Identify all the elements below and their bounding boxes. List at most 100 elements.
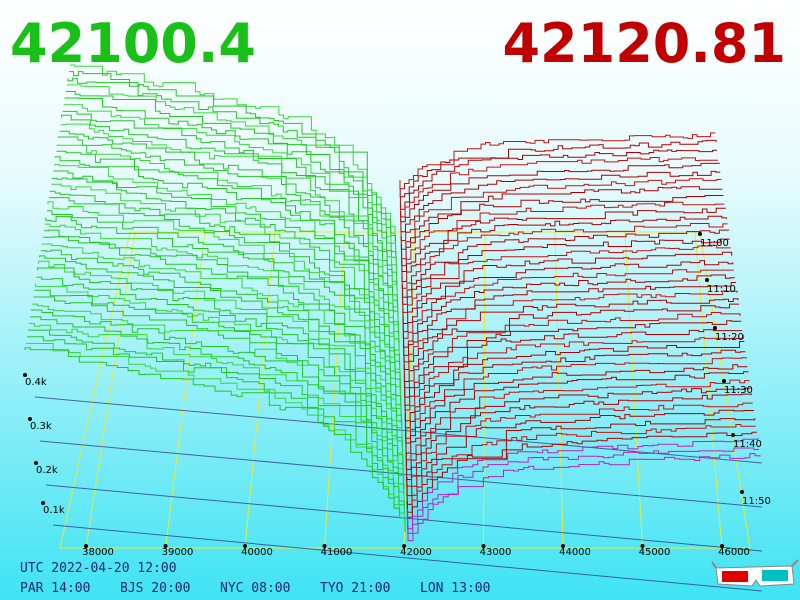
floor-grid-line xyxy=(324,231,346,549)
time-tick xyxy=(698,232,702,236)
ask-curve xyxy=(406,424,756,513)
ask-curve xyxy=(405,371,749,454)
time-label: 11:00 xyxy=(700,238,729,249)
bid-curve xyxy=(51,183,400,357)
ask-curve xyxy=(400,170,721,233)
clock-label: NYC 08:00 xyxy=(220,581,290,596)
time-tick xyxy=(713,326,717,330)
world-clocks: PAR 14:00 BJS 20:00 NYC 08:00 TYO 21:00 LON … xyxy=(20,581,490,596)
bid-curves xyxy=(24,64,406,532)
ask-curve xyxy=(404,312,741,389)
ask-curve xyxy=(402,238,730,305)
price-tick xyxy=(243,544,247,548)
bid-curve xyxy=(65,91,397,261)
ask-curve xyxy=(404,341,745,422)
ask-curve xyxy=(402,244,731,313)
ask-curve xyxy=(401,201,725,267)
price-tick xyxy=(402,544,406,548)
bid-curve xyxy=(60,123,398,299)
ask-curve xyxy=(401,223,728,289)
time-label: 11:50 xyxy=(742,496,771,507)
clock-label: TYO 21:00 xyxy=(320,581,390,596)
depth-label: 0.3k xyxy=(30,421,52,432)
floor-grid-line xyxy=(85,231,136,549)
floor-grid-line xyxy=(694,231,723,549)
ask-curve xyxy=(403,290,738,363)
price-tick xyxy=(481,544,486,548)
bid-curve xyxy=(51,177,400,350)
ask-curve xyxy=(402,260,734,333)
bid-curve xyxy=(36,276,403,452)
bid-curve xyxy=(63,104,397,276)
ask-curve xyxy=(406,393,753,480)
floor-grid-line xyxy=(165,231,206,549)
price-tick xyxy=(561,544,565,548)
bid-curve xyxy=(66,84,397,255)
floor-outline xyxy=(59,231,751,549)
bid-curve xyxy=(29,323,405,506)
bid-curve xyxy=(56,144,399,316)
depth-tick xyxy=(28,417,32,421)
ask-curve xyxy=(403,303,740,382)
depth-level-line xyxy=(34,396,763,464)
ask-curve xyxy=(399,132,716,190)
time-tick xyxy=(740,490,744,494)
bid-curve xyxy=(38,260,403,442)
ask-curve xyxy=(407,438,759,530)
bid-curve xyxy=(31,303,404,481)
clock-label: LON 13:00 xyxy=(420,581,490,596)
axis-labels: 38000 39000 40000 41000 42000 43000 44000 45000… xyxy=(23,232,771,558)
ask-curve xyxy=(404,349,746,429)
bid-curve xyxy=(24,347,406,532)
ask-curve xyxy=(407,453,761,542)
price-tick xyxy=(163,544,168,548)
depth-level-line xyxy=(39,440,763,508)
bid-curve xyxy=(58,136,399,311)
price-label: 42000 xyxy=(400,547,432,558)
bid-curve xyxy=(43,229,402,407)
bid-curve xyxy=(67,77,396,251)
bid-curve xyxy=(44,223,402,403)
depth-tick xyxy=(41,501,45,505)
ask-curve xyxy=(406,409,755,497)
bid-curve xyxy=(54,163,399,336)
ask-price: 42120.81 xyxy=(502,12,786,75)
bid-curve xyxy=(45,216,401,396)
ask-curve xyxy=(405,387,751,470)
ask-curve xyxy=(403,274,735,348)
bid-curve xyxy=(41,243,402,423)
price-tick xyxy=(322,544,327,548)
utc-time: UTC 2022-04-20 12:00 xyxy=(20,561,177,576)
clock-label: PAR 14:00 xyxy=(20,581,90,596)
ask-curve xyxy=(404,329,743,406)
depth-label: 0.2k xyxy=(36,465,58,476)
ask-curve xyxy=(405,357,747,439)
bid-curve xyxy=(54,156,399,331)
price-label: 44000 xyxy=(559,547,591,558)
depth-label: 0.4k xyxy=(25,377,47,388)
price-label: 43000 xyxy=(480,547,512,558)
bid-curve xyxy=(59,130,398,307)
price-label: 39000 xyxy=(162,547,194,558)
price-tick xyxy=(720,544,724,548)
depth-level-line xyxy=(52,524,763,592)
price-label: 40000 xyxy=(241,547,273,558)
ask-curve xyxy=(406,431,757,518)
price-label: 41000 xyxy=(321,547,353,558)
time-label: 11:10 xyxy=(707,284,736,295)
ask-curve xyxy=(399,139,717,198)
ask-curve xyxy=(404,334,744,411)
bid-curve xyxy=(37,267,403,447)
ask-curve xyxy=(403,298,739,370)
ask-curves xyxy=(399,132,761,542)
price-tick xyxy=(84,544,88,548)
ask-curve xyxy=(406,418,756,505)
3d-glasses-icon[interactable] xyxy=(711,559,799,587)
floor-grid-line xyxy=(244,231,276,549)
ask-curve xyxy=(402,251,733,324)
ask-curve xyxy=(401,207,726,272)
bid-curve xyxy=(28,329,405,507)
bid-curve xyxy=(70,64,396,232)
ask-curve xyxy=(399,149,718,210)
